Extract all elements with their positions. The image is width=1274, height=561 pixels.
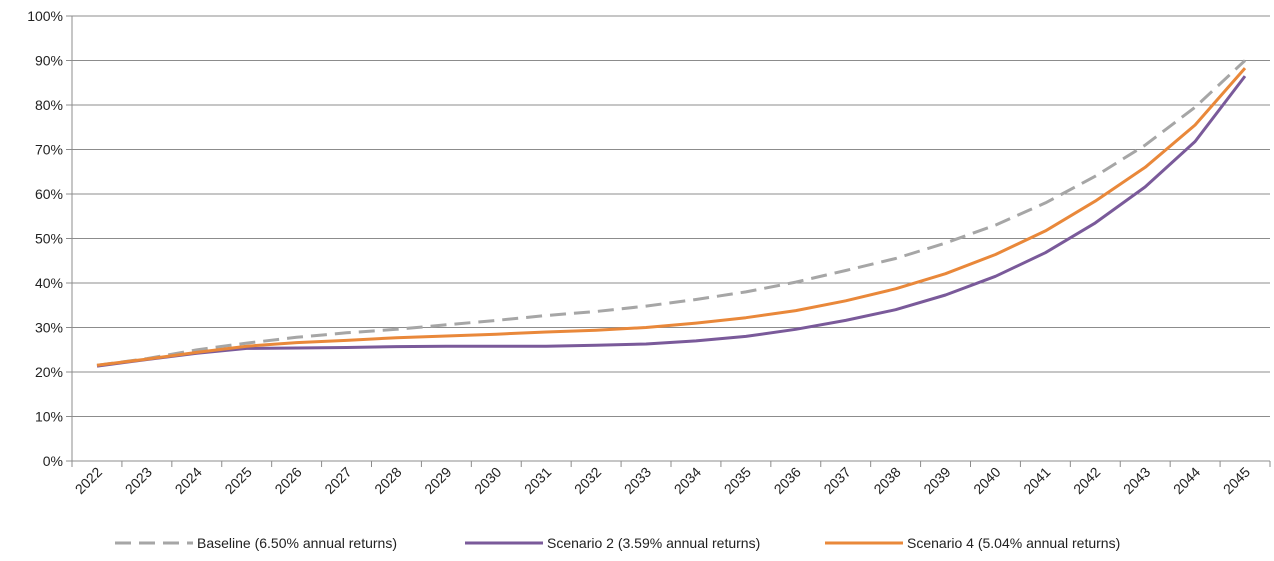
x-tick-label: 2024 [172,464,205,497]
x-tick-label: 2027 [321,464,354,497]
x-tick-label: 2040 [970,464,1003,497]
x-tick-label: 2033 [621,464,654,497]
y-tick-label: 50% [35,231,63,247]
gridlines [72,15,1270,417]
y-tick-label: 100% [27,8,63,24]
y-tick-label: 40% [35,275,63,291]
legend-item: Scenario 2 (3.59% annual returns) [465,535,760,551]
x-tick-label: 2022 [72,464,105,497]
y-tick-label: 60% [35,186,63,202]
x-tick-label: 2025 [221,464,254,497]
series-line [96,75,1247,368]
series-line [96,67,1247,367]
x-tick-label: 2045 [1220,464,1253,497]
x-tick-label: 2023 [122,464,155,497]
y-tick-label: 20% [35,364,63,380]
x-tick-label: 2029 [421,464,454,497]
x-tick-label: 2036 [771,464,804,497]
x-tick-label: 2034 [671,464,704,497]
x-tick-label: 2035 [721,464,754,497]
legend-label: Baseline (6.50% annual returns) [197,535,397,551]
x-axis-tick-labels: 2022 2023 2024 2025 2026 2027 2028 2029 2030 2031… [72,464,1254,497]
x-tick-label: 2044 [1170,464,1203,497]
y-tick-label: 90% [35,53,63,69]
legend: Baseline (6.50% annual returns) Scenario … [115,535,1120,551]
y-tick-label: 0% [43,453,63,469]
x-tick-label: 2031 [521,464,554,497]
x-tick-label: 2037 [820,464,853,497]
x-tick-label: 2038 [870,464,903,497]
x-tick-label: 2043 [1120,464,1153,497]
x-tick-label: 2041 [1020,464,1053,497]
y-tick-label: 30% [35,320,63,336]
legend-item: Baseline (6.50% annual returns) [115,535,397,551]
legend-item: Scenario 4 (5.04% annual returns) [825,535,1120,551]
y-tick-label: 80% [35,97,63,113]
x-tick-label: 2042 [1070,464,1103,497]
x-tick-label: 2030 [471,464,504,497]
legend-label: Scenario 4 (5.04% annual returns) [907,535,1120,551]
y-tick-label: 10% [35,409,63,425]
x-tick-label: 2028 [371,464,404,497]
x-tick-label: 2026 [271,464,304,497]
series-lines [96,59,1247,368]
x-tick-label: 2032 [571,464,604,497]
y-axis-tick-labels: 0% 10% 20% 30% 40% 50% 60% 70% 80% 90% 100% [27,8,63,469]
series-line [96,59,1247,367]
legend-label: Scenario 2 (3.59% annual returns) [547,535,760,551]
x-tick-label: 2039 [920,464,953,497]
y-tick-label: 70% [35,142,63,158]
axes [66,15,1271,467]
